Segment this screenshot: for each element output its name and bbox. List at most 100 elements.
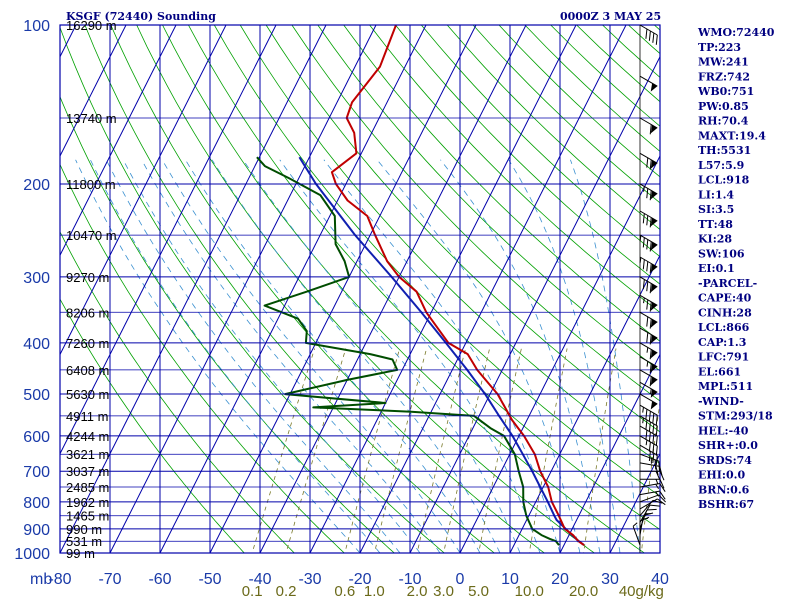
pressure-tick-label: 900 <box>23 522 50 539</box>
pressure-tick-label: 100 <box>23 18 50 35</box>
wind-barb-flag <box>650 242 658 251</box>
wind-barb-full <box>642 237 645 248</box>
wind-barb-staff <box>639 483 660 488</box>
wind-barb-full <box>658 494 666 503</box>
wind-barb-full <box>649 318 652 329</box>
height-label: 4244 m <box>66 429 109 444</box>
wind-barb-staff <box>639 504 651 523</box>
temperature-tick-label: -30 <box>298 571 321 588</box>
sounding-index: KI:28 <box>698 233 732 246</box>
wind-barb-full <box>652 423 655 434</box>
dry-adiabat <box>576 25 660 103</box>
isotherm <box>309 25 577 553</box>
moist-adiabat <box>141 159 441 553</box>
wind-barb-full <box>649 263 652 274</box>
sounding-index: -WIND- <box>698 395 744 408</box>
mixing-ratio-label: 3.0 <box>433 583 454 600</box>
isotherm <box>60 25 277 455</box>
wind-barb <box>639 342 658 360</box>
sounding-index: EHI:0.0 <box>698 469 745 482</box>
sounding-index: SI:3.5 <box>698 203 734 216</box>
moist-adiabat <box>376 159 581 553</box>
wind-barb-full <box>646 261 649 272</box>
wind-barb-staff <box>639 425 658 437</box>
wind-barb-flag <box>650 376 658 386</box>
height-label: 10470 m <box>66 228 117 243</box>
mixing-ratio-label: 1.0 <box>364 583 385 600</box>
wind-barb-half <box>649 388 652 395</box>
wind-barb-full <box>652 443 655 454</box>
mixing-ratio-line <box>443 348 490 553</box>
sounding-index: -PARCEL- <box>698 277 757 290</box>
isotherm <box>159 25 427 553</box>
dry-adiabat <box>60 163 345 553</box>
wind-barb <box>639 404 658 426</box>
wind-barb-half <box>639 257 642 263</box>
pressure-tick-label: 800 <box>23 495 50 512</box>
sounding-index: LCL:918 <box>698 174 750 187</box>
wind-barb-staff <box>639 276 658 288</box>
wind-barb <box>639 490 666 500</box>
height-label: 6408 m <box>66 363 109 378</box>
wind-barb-staff <box>639 494 659 503</box>
pressure-tick-label: 400 <box>23 336 50 353</box>
wind-barb-full <box>655 415 658 426</box>
height-label: 1962 m <box>66 495 109 510</box>
wind-barb-full <box>649 376 652 387</box>
height-label: 990 m <box>66 522 102 537</box>
moist-adiabat <box>90 159 381 553</box>
wind-barb <box>639 415 658 436</box>
wind-barb-flag <box>650 389 658 398</box>
height-label: 7260 m <box>66 336 109 351</box>
wind-barb-full <box>659 466 663 477</box>
wind-barb-full <box>649 349 652 360</box>
wind-barb-half <box>642 407 644 413</box>
temperature-tick-label: -10 <box>398 571 421 588</box>
wind-barb-full <box>652 32 655 43</box>
wind-barb-half <box>655 479 659 485</box>
sounding-index: EL:661 <box>698 365 741 378</box>
moist-adiabat <box>75 159 361 553</box>
wind-barb-half <box>642 417 644 424</box>
wind-barb <box>639 369 658 387</box>
height-label: 16290 m <box>66 18 117 33</box>
wind-barb-full <box>659 483 666 492</box>
wind-barb-staff <box>639 210 658 222</box>
wind-barb <box>639 183 658 201</box>
wind-barb-full <box>654 459 657 470</box>
mixing-ratio-label: 0.1 <box>242 583 263 600</box>
wind-barb-half <box>639 235 642 242</box>
station-title: KSGF (72440) Sounding <box>66 10 216 23</box>
wind-barb-half <box>643 186 645 192</box>
wind-barb-full <box>655 34 658 45</box>
wind-barb <box>639 425 658 446</box>
wind-barb-full <box>655 436 658 446</box>
isotherm <box>109 25 377 553</box>
wind-barb-flag <box>650 160 658 169</box>
wind-barb <box>639 435 658 456</box>
wind-barb <box>639 462 663 477</box>
plot-border <box>59 24 661 554</box>
isotherm <box>359 25 627 553</box>
wind-barb-half <box>646 361 649 367</box>
height-label: 1465 m <box>66 509 109 524</box>
pressure-tick-label: 300 <box>23 270 50 287</box>
mixing-ratio-label: 0.2 <box>276 583 297 600</box>
pressure-tick-label: 600 <box>23 429 50 446</box>
temperature-tick-label: 30 <box>601 571 619 588</box>
wind-barb-full <box>649 504 660 507</box>
height-label: 99 m <box>66 546 95 561</box>
sounding-index: FRZ:742 <box>698 70 750 83</box>
wind-barb-half <box>655 483 660 490</box>
wind-barb-full <box>646 215 649 226</box>
wind-barb-half <box>655 491 660 497</box>
wind-barb-staff <box>639 435 658 447</box>
wind-barb-flag <box>650 349 658 359</box>
dry-adiabat <box>110 25 545 553</box>
sounding-index: HEL:-40 <box>698 424 749 437</box>
wind-barb-full <box>649 241 652 252</box>
temperature-tick-label: 20 <box>551 571 569 588</box>
sounding-index: CINH:28 <box>698 306 752 319</box>
